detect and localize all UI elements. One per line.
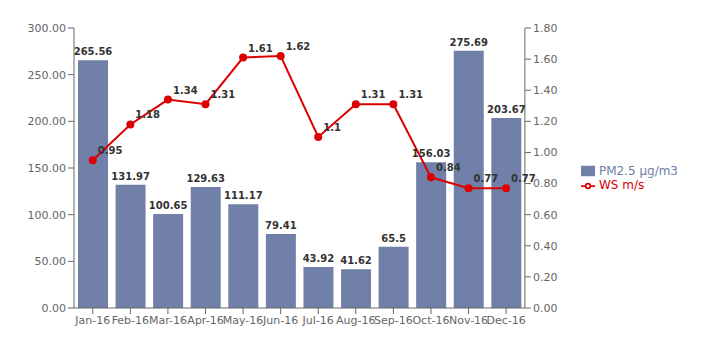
svg-text:Jul-16: Jul-16 <box>302 314 334 327</box>
svg-text:156.03: 156.03 <box>412 148 451 159</box>
svg-text:Mar-16: Mar-16 <box>149 314 187 327</box>
svg-text:203.67: 203.67 <box>487 104 526 115</box>
svg-text:Oct-16: Oct-16 <box>412 314 449 327</box>
svg-text:100.65: 100.65 <box>149 200 188 211</box>
svg-text:131.97: 131.97 <box>111 171 150 182</box>
svg-text:1.61: 1.61 <box>248 43 273 54</box>
svg-text:1.20: 1.20 <box>533 115 558 128</box>
svg-text:50.00: 50.00 <box>35 255 67 268</box>
svg-text:0.80: 0.80 <box>533 177 558 190</box>
svg-text:111.17: 111.17 <box>224 190 263 201</box>
svg-text:300.00: 300.00 <box>28 22 67 35</box>
svg-text:1.60: 1.60 <box>533 53 558 66</box>
svg-text:1.31: 1.31 <box>398 89 423 100</box>
svg-text:1.80: 1.80 <box>533 22 558 35</box>
html-text:WS m/s: WS m/s <box>598 178 645 192</box>
svg-text:0.95: 0.95 <box>98 145 123 156</box>
svg-text:150.00: 150.00 <box>28 162 67 175</box>
svg-text:0.77: 0.77 <box>511 173 536 184</box>
svg-text:1.62: 1.62 <box>286 41 311 52</box>
svg-text:Aug-16: Aug-16 <box>336 314 375 327</box>
svg-text:Feb-16: Feb-16 <box>112 314 149 327</box>
svg-text:Apr-16: Apr-16 <box>187 314 223 327</box>
svg-text:43.92: 43.92 <box>303 253 335 264</box>
svg-text:1.34: 1.34 <box>173 85 198 96</box>
svg-text:1.18: 1.18 <box>135 109 160 120</box>
svg-text:250.00: 250.00 <box>28 69 67 82</box>
svg-text:0.00: 0.00 <box>42 302 67 315</box>
html-text:PM2.5 μg/m3: PM2.5 μg/m3 <box>598 163 678 178</box>
svg-text:Dec-16: Dec-16 <box>486 314 525 327</box>
svg-text:65.5: 65.5 <box>381 233 406 244</box>
svg-text:Jan-16: Jan-16 <box>74 314 110 327</box>
svg-text:Nov-16: Nov-16 <box>449 314 488 327</box>
svg-text:1.1: 1.1 <box>323 122 341 133</box>
svg-text:1.40: 1.40 <box>533 84 558 97</box>
svg-text:100.00: 100.00 <box>28 209 67 222</box>
svg-text:265.56: 265.56 <box>74 46 113 57</box>
svg-text:0.20: 0.20 <box>533 271 558 284</box>
svg-text:1.31: 1.31 <box>211 89 236 100</box>
svg-text:275.69: 275.69 <box>449 37 488 48</box>
svg-text:0.60: 0.60 <box>533 209 558 222</box>
svg-text:0.00: 0.00 <box>533 302 558 315</box>
svg-text:200.00: 200.00 <box>28 115 67 128</box>
svg-text:1.00: 1.00 <box>533 146 558 159</box>
svg-text:0.77: 0.77 <box>474 173 499 184</box>
svg-text:1.31: 1.31 <box>361 89 386 100</box>
svg-text:41.62: 41.62 <box>340 255 372 266</box>
svg-text:0.40: 0.40 <box>533 240 558 253</box>
svg-text:129.63: 129.63 <box>186 173 225 184</box>
svg-text:Sep-16: Sep-16 <box>374 314 413 327</box>
svg-text:May-16: May-16 <box>223 314 264 327</box>
svg-text:Jun-16: Jun-16 <box>262 314 298 327</box>
svg-text:79.41: 79.41 <box>265 220 297 231</box>
svg-text:0.84: 0.84 <box>436 162 461 173</box>
